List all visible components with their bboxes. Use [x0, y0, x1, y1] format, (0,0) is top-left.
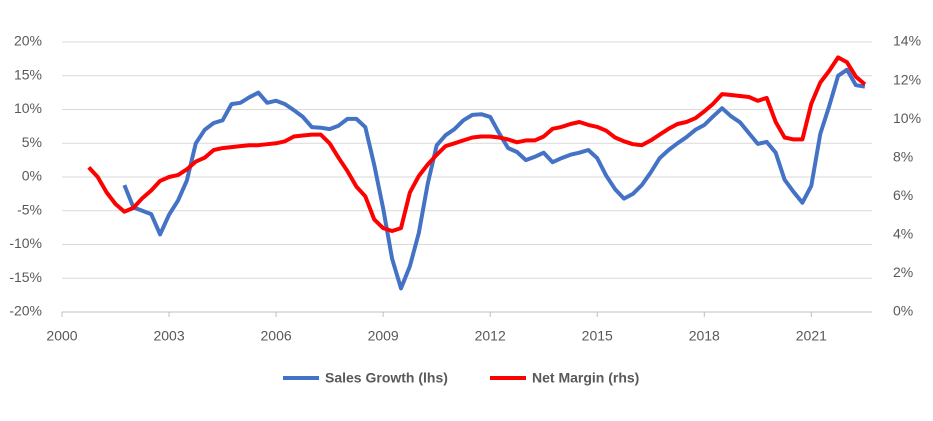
x-tick-label: 2021: [796, 328, 827, 344]
y2-tick-label: 2%: [893, 264, 913, 280]
y-tick-label: 0%: [22, 168, 42, 184]
y-tick-label: 5%: [22, 134, 42, 150]
y2-tick-label: 10%: [893, 110, 921, 126]
y-tick-label: -5%: [17, 201, 42, 217]
y-tick-label: -20%: [9, 303, 42, 319]
x-tick-label: 2000: [46, 328, 77, 344]
x-tick-label: 2009: [368, 328, 399, 344]
legend-label: Net Margin (rhs): [532, 370, 639, 386]
x-tick-label: 2012: [475, 328, 506, 344]
y-tick-label: -15%: [9, 269, 42, 285]
x-tick-label: 2006: [261, 328, 292, 344]
y2-tick-label: 0%: [893, 303, 913, 319]
series-line: [122, 67, 866, 291]
series-line: [87, 55, 867, 233]
y2-tick-label: 8%: [893, 148, 913, 164]
y2-tick-label: 12%: [893, 71, 921, 87]
x-tick-label: 2015: [582, 328, 613, 344]
y-tick-label: -10%: [9, 235, 42, 251]
y-tick-label: 10%: [14, 100, 42, 116]
x-tick-label: 2003: [153, 328, 184, 344]
y-tick-label: 20%: [14, 33, 42, 49]
y-tick-label: 15%: [14, 66, 42, 82]
legend-label: Sales Growth (lhs): [325, 370, 448, 386]
y2-tick-label: 6%: [893, 187, 913, 203]
y2-tick-label: 14%: [893, 33, 921, 49]
x-tick-label: 2018: [689, 328, 720, 344]
y2-tick-label: 4%: [893, 226, 913, 242]
